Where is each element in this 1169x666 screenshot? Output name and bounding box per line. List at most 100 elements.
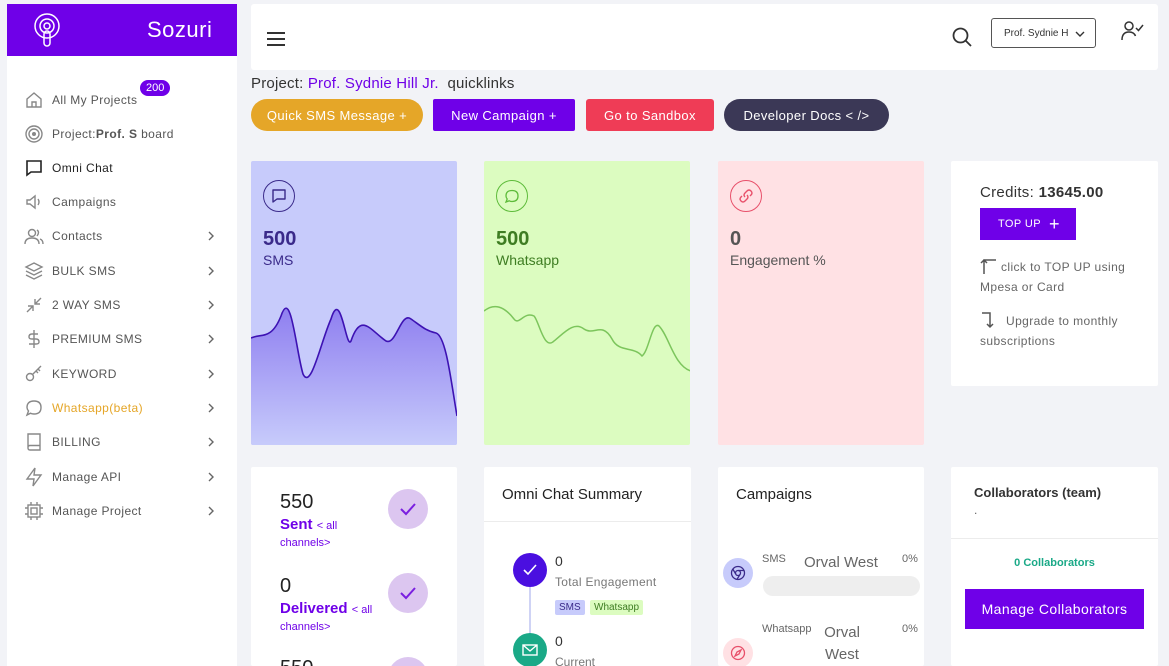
chat-icon — [26, 160, 42, 177]
message-metrics-card: 550 Sent < all channels> 0 Delivered < a… — [251, 467, 457, 666]
quicklinks-label: quicklinks — [447, 75, 515, 92]
campaign-channel: Whatsapp — [762, 623, 812, 635]
sidebar-item-label: BULK SMS — [52, 264, 116, 278]
zap-icon — [25, 467, 43, 487]
collaborators-dot: . — [974, 503, 978, 517]
sidebar-item-premium-sms[interactable]: PREMIUM SMS — [7, 325, 237, 353]
link-icon — [730, 180, 762, 212]
campaign-progress-bar — [763, 576, 920, 596]
credits-balance: Credits: 13645.00 — [980, 184, 1104, 201]
sidebar-item-label: Campaigns — [52, 195, 117, 209]
campaigns-card: Campaigns SMS Orval West 0% Whatsapp Orv… — [718, 467, 924, 666]
sidebar-item-label: Manage Project — [52, 504, 142, 518]
sms-stat-card: 500 SMS — [251, 161, 457, 445]
project-short-name: Prof. S — [95, 127, 138, 141]
cpu-icon — [25, 502, 43, 520]
delivered-label: Delivered < all — [280, 600, 372, 617]
go-to-sandbox-button[interactable]: Go to Sandbox — [586, 99, 714, 131]
campaign-percent: 0% — [902, 623, 918, 635]
sidebar-item-label: 2 WAY SMS — [52, 298, 121, 312]
upgrade-note-text: Upgrade to monthly subscriptions — [980, 314, 1118, 348]
sidebar-item-campaigns[interactable]: Campaigns — [7, 188, 237, 216]
developer-docs-button[interactable]: Developer Docs < /> — [724, 99, 889, 131]
chrome-icon — [723, 558, 753, 588]
top-up-button[interactable]: TOP UP + — [980, 208, 1076, 240]
total-engagement-value: 0 — [555, 553, 563, 569]
chevron-right-icon — [208, 334, 214, 344]
quick-sms-button[interactable]: Quick SMS Message + — [251, 99, 423, 131]
current-value: 0 — [555, 633, 563, 649]
sidebar-item-label: Whatsapp(beta) — [52, 401, 143, 415]
sidebar-item-manage-project[interactable]: Manage Project — [7, 497, 237, 525]
sidebar: Sozuri All My Projects 200 Project:Prof.… — [7, 4, 237, 666]
user-check-icon[interactable] — [1121, 20, 1145, 42]
mail-icon — [513, 633, 547, 666]
sms-tag: SMS — [555, 600, 585, 615]
divider — [484, 521, 691, 522]
sms-chat-icon — [263, 180, 295, 212]
campaigns-title: Campaigns — [736, 486, 812, 503]
whatsapp-stat-card: 500 Whatsapp — [484, 161, 690, 445]
engagement-stat-card: 0 Engagement % — [718, 161, 924, 445]
projects-count-badge: 200 — [140, 80, 171, 96]
sidebar-item-label: Contacts — [52, 229, 103, 243]
delivered-channels: channels> — [280, 621, 331, 633]
sms-count: 500 — [263, 228, 297, 250]
engagement-label: Engagement % — [730, 252, 826, 268]
brand-header: Sozuri — [7, 4, 237, 56]
sidebar-item-project-board[interactable]: Project:Prof. S board — [7, 120, 237, 148]
campaign-name[interactable]: Orval West — [824, 624, 860, 663]
sidebar-item-keyword[interactable]: KEYWORD — [7, 360, 237, 388]
sidebar-item-billing[interactable]: BILLING — [7, 428, 237, 456]
timeline-line — [529, 587, 531, 647]
dollar-icon — [28, 330, 40, 348]
search-icon[interactable] — [951, 26, 973, 48]
sidebar-item-label: PREMIUM SMS — [52, 332, 143, 346]
omni-summary-title: Omni Chat Summary — [502, 486, 643, 503]
chevron-right-icon — [208, 231, 214, 241]
arrow-up-right-icon — [980, 258, 996, 274]
sidebar-item-all-projects[interactable]: All My Projects 200 — [7, 80, 237, 114]
users-icon — [24, 228, 44, 245]
key-icon — [25, 365, 42, 382]
layers-icon — [24, 262, 44, 280]
message-circle-icon — [25, 400, 42, 417]
manage-collaborators-button[interactable]: Manage Collaborators — [965, 589, 1144, 629]
check-circle-icon — [513, 553, 547, 587]
user-project-select[interactable]: Prof. Sydnie H — [991, 18, 1096, 48]
project-name-link[interactable]: Prof. Sydnie Hill Jr. — [307, 75, 439, 92]
whatsapp-icon — [496, 180, 528, 212]
engagement-count: 0 — [730, 228, 742, 250]
project-breadcrumb: Project: Prof. Sydnie Hill Jr. quicklink… — [251, 75, 515, 92]
new-campaign-button[interactable]: New Campaign + — [433, 99, 575, 131]
delivered-metric: 0 Delivered < all channels> — [280, 575, 372, 633]
home-icon — [26, 92, 42, 108]
menu-icon[interactable] — [266, 31, 286, 47]
total-engagement-label: Total Engagement — [555, 575, 657, 589]
sent-count: 550 — [280, 491, 314, 513]
campaign-name[interactable]: Orval West — [804, 554, 878, 571]
brand-name: Sozuri — [147, 17, 213, 42]
collaborators-title: Collaborators (team) — [974, 485, 1102, 500]
sidebar-item-manage-api[interactable]: Manage API — [7, 463, 237, 491]
delivered-count: 0 — [280, 575, 292, 597]
sms-sparkline — [251, 307, 457, 445]
campaign-percent: 0% — [902, 553, 918, 565]
collaborators-card: Collaborators (team) . 0 Collaborators M… — [951, 467, 1158, 666]
third-metric: 550 — [280, 657, 313, 666]
sidebar-item-omni-chat[interactable]: Omni Chat — [7, 154, 237, 182]
whatsapp-tag: Whatsapp — [590, 600, 644, 615]
top-up-label: TOP UP — [998, 218, 1041, 230]
project-suffix: board — [137, 127, 174, 141]
sent-channels: channels> — [280, 537, 331, 549]
sidebar-item-contacts[interactable]: Contacts — [7, 222, 237, 250]
top-up-note: click to TOP UP using Mpesa or Card — [980, 257, 1140, 297]
sidebar-item-bulk-sms[interactable]: BULK SMS — [7, 257, 237, 285]
sidebar-item-label: KEYWORD — [52, 367, 117, 381]
sidebar-item-whatsapp[interactable]: Whatsapp(beta) — [7, 394, 237, 422]
sidebar-item-2-way-sms[interactable]: 2 WAY SMS — [7, 291, 237, 319]
chevron-down-icon — [1075, 31, 1085, 37]
delivered-check-icon — [388, 573, 428, 613]
sidebar-item-label: Project:Prof. S board — [52, 127, 174, 141]
third-count: 550 — [280, 657, 313, 666]
